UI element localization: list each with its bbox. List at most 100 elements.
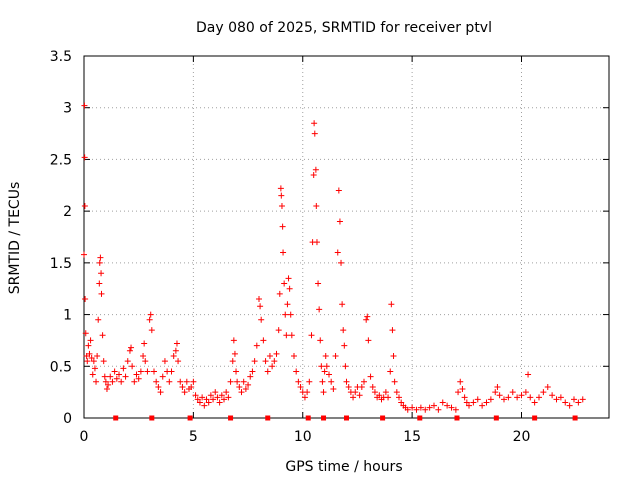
axis-marker	[454, 415, 460, 421]
data-point	[89, 371, 96, 378]
data-point	[557, 394, 564, 401]
data-point	[249, 368, 256, 375]
data-point	[389, 327, 396, 334]
y-tick-label: 1.5	[50, 256, 72, 272]
data-point	[304, 389, 311, 396]
data-point	[487, 396, 494, 403]
x-tick-label: 5	[189, 429, 198, 445]
data-point	[444, 402, 451, 409]
data-point	[461, 394, 468, 401]
y-tick-label: 1	[63, 308, 72, 324]
data-point	[214, 394, 221, 401]
data-point	[86, 350, 93, 357]
data-point	[283, 332, 290, 339]
data-point	[230, 337, 237, 344]
bottom-markers	[113, 415, 578, 421]
axis-marker	[417, 415, 423, 421]
data-point	[99, 332, 106, 339]
data-point	[553, 396, 560, 403]
grid-lines	[84, 56, 609, 418]
data-point	[262, 358, 269, 365]
data-point	[122, 373, 129, 380]
data-point	[151, 368, 157, 375]
data-point	[522, 389, 529, 396]
data-point	[141, 340, 148, 347]
axis-marker	[344, 415, 349, 421]
data-point	[109, 378, 116, 385]
data-point	[177, 378, 184, 385]
data-point	[330, 386, 337, 393]
data-point	[393, 389, 400, 396]
data-point	[287, 311, 294, 318]
data-point	[91, 365, 98, 372]
axis-marker	[228, 415, 234, 421]
y-tick-label: 0.5	[50, 359, 72, 375]
data-point	[531, 399, 538, 406]
data-point	[509, 389, 516, 396]
data-point	[313, 239, 320, 246]
data-point	[311, 130, 318, 137]
data-point	[225, 394, 232, 401]
data-point	[81, 202, 88, 209]
data-point	[260, 337, 267, 344]
axis-marker	[265, 415, 271, 421]
data-point	[435, 406, 442, 413]
x-axis-label: GPS time / hours	[285, 459, 402, 475]
data-point	[328, 378, 335, 385]
data-point	[103, 386, 110, 393]
data-point	[116, 371, 122, 378]
data-point	[363, 316, 370, 323]
data-point	[323, 363, 330, 370]
data-point	[335, 187, 342, 194]
data-point	[100, 358, 107, 365]
data-point	[129, 363, 136, 370]
data-point	[544, 383, 551, 390]
data-point	[315, 280, 322, 287]
data-point	[81, 154, 88, 161]
axis-marker	[321, 415, 327, 421]
data-point	[85, 342, 92, 349]
data-point	[107, 373, 114, 380]
data-point	[221, 396, 227, 403]
data-point	[492, 389, 499, 396]
data-point	[417, 404, 424, 411]
data-point	[455, 389, 462, 396]
data-point	[199, 394, 206, 401]
data-point	[306, 378, 313, 385]
axis-marker	[380, 415, 386, 421]
data-point	[527, 394, 534, 401]
data-point	[231, 350, 238, 357]
data-point	[135, 375, 142, 382]
x-tick-label: 15	[403, 429, 421, 445]
data-point	[247, 373, 254, 380]
data-point	[431, 402, 437, 409]
chart-title: Day 080 of 2025, SRMTID for receiver ptv…	[196, 20, 492, 36]
data-point	[81, 251, 87, 258]
data-point	[124, 358, 131, 365]
data-point	[321, 368, 328, 375]
data-point	[101, 373, 108, 380]
data-point	[308, 332, 315, 339]
axis-marker	[532, 415, 538, 421]
data-point	[82, 330, 89, 337]
data-point	[316, 306, 323, 313]
data-point	[205, 399, 212, 406]
data-point	[194, 396, 201, 403]
data-point	[317, 337, 324, 344]
data-point	[494, 383, 501, 390]
data-point	[367, 373, 374, 380]
data-point	[159, 373, 166, 380]
data-point	[286, 285, 293, 292]
data-point	[285, 275, 292, 282]
x-tick-label: 0	[80, 429, 89, 445]
data-point	[234, 378, 241, 385]
data-point	[273, 350, 280, 357]
data-point	[245, 381, 252, 388]
data-point	[341, 342, 348, 349]
data-point	[81, 102, 88, 109]
data-point	[369, 383, 376, 390]
y-tick-label: 3	[63, 101, 72, 117]
data-point	[288, 332, 295, 339]
data-point	[251, 358, 258, 365]
